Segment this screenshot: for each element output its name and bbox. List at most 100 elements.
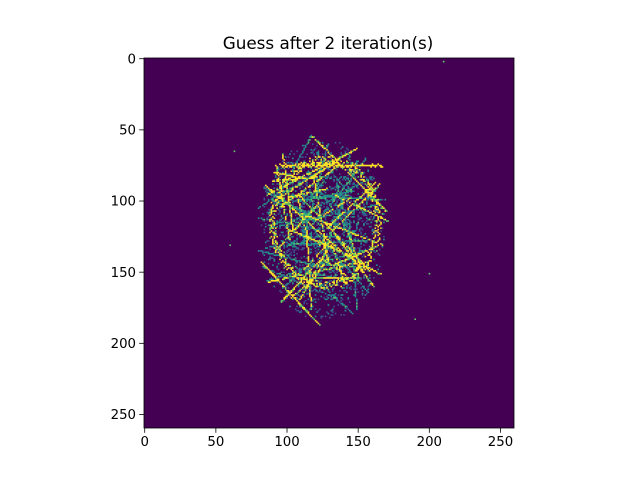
heatmap-cell: [293, 153, 296, 155]
heatmap-cell: [319, 288, 321, 291]
heatmap-cell: [276, 248, 278, 251]
heatmap-cell: [331, 284, 334, 286]
heatmap-cell: [333, 178, 335, 181]
heatmap-cell: [269, 245, 274, 248]
heatmap-cell: [317, 272, 320, 275]
heatmap-cell: [383, 218, 385, 221]
heatmap-cell: [280, 206, 286, 208]
heatmap-cell: [297, 171, 300, 174]
heatmap-cell: [323, 147, 327, 150]
heatmap-cell: [280, 190, 284, 192]
heatmap-cell: [320, 295, 323, 298]
heatmap-cell: [326, 247, 328, 249]
heatmap-cell: [279, 211, 281, 214]
heatmap-cell: [361, 238, 364, 241]
heatmap-cell: [343, 223, 347, 225]
heatmap-cell: [371, 241, 374, 244]
heatmap-cell: [309, 278, 314, 281]
heatmap-cell: [310, 217, 313, 219]
heatmap-cell: [331, 288, 334, 291]
x-tick-label: 50: [207, 435, 224, 450]
heatmap-cell: [316, 177, 318, 180]
heatmap-cell: [297, 211, 301, 214]
heatmap-cell: [273, 223, 276, 225]
heatmap-cell: [356, 207, 358, 210]
heatmap-cell: [330, 254, 334, 256]
heatmap-cell: [354, 166, 357, 168]
heatmap-cell: [333, 264, 335, 266]
heatmap-cell: [301, 186, 304, 188]
heatmap-cell: [316, 284, 318, 286]
heatmap-cell: [341, 207, 344, 210]
heatmap-cell: [301, 218, 306, 221]
heatmap-cell: [358, 211, 361, 214]
heatmap-cell: [356, 170, 358, 173]
heatmap-cell: [338, 186, 341, 188]
heatmap-cell: [347, 262, 350, 265]
heatmap-cell: [337, 304, 340, 306]
heatmap-cell: [374, 233, 377, 235]
heatmap-cell: [344, 261, 347, 264]
heatmap-cell: [316, 180, 318, 182]
heatmap-cell: [334, 233, 337, 235]
heatmap-cell: [366, 178, 370, 181]
heatmap-cell: [272, 210, 274, 212]
heatmap-cell: [348, 173, 351, 175]
heatmap-cell: [334, 157, 337, 160]
heatmap-cell: [279, 171, 281, 174]
heatmap-cell: [363, 176, 365, 178]
heatmap-cell: [320, 258, 324, 261]
heatmap-cell: [344, 258, 348, 261]
heatmap-cell: [353, 238, 357, 241]
heatmap-cell: [284, 241, 287, 244]
heatmap-cell: [336, 281, 338, 284]
heatmap-cell: [327, 244, 330, 247]
heatmap-cell: [287, 201, 290, 204]
heatmap-cell: [321, 227, 324, 229]
heatmap-cell: [307, 238, 310, 241]
heatmap-cell: [299, 154, 301, 157]
heatmap-cell: [327, 245, 334, 248]
heatmap-cell: [370, 247, 372, 249]
heatmap-cell: [373, 210, 375, 212]
heatmap-cell: [338, 270, 343, 272]
heatmap-cell: [341, 241, 344, 244]
heatmap-cell: [347, 278, 350, 281]
heatmap-cell: [310, 218, 313, 221]
heatmap-cell: [334, 159, 340, 161]
heatmap-cell: [296, 150, 298, 153]
heatmap-cell: [357, 169, 360, 171]
heatmap-cell: [310, 289, 314, 292]
heatmap-cell: [300, 190, 304, 192]
heatmap-cell: [301, 163, 306, 165]
heatmap-cell: [267, 187, 270, 190]
heatmap-cell: [274, 196, 277, 198]
heatmap-cell: [350, 244, 352, 247]
heatmap-cell: [262, 204, 264, 207]
heatmap-cell: [273, 260, 276, 262]
heatmap-cell: [344, 278, 347, 281]
heatmap-cell: [347, 198, 350, 201]
heatmap-cell: [348, 301, 351, 303]
heatmap-cell: [348, 171, 351, 174]
heatmap-cell: [333, 176, 335, 178]
heatmap-cell: [354, 270, 358, 272]
heatmap-cell: [313, 233, 315, 235]
heatmap-cell: [263, 203, 267, 205]
heatmap-cell: [286, 244, 288, 247]
heatmap-cell: [378, 210, 381, 212]
heatmap-cell: [350, 178, 352, 181]
heatmap-cell: [316, 255, 318, 258]
heatmap-cell: [357, 238, 360, 241]
heatmap-cell: [306, 153, 308, 155]
heatmap-cell: [348, 248, 351, 251]
heatmap-cell: [272, 194, 274, 197]
heatmap-cell: [277, 262, 280, 265]
heatmap-cell: [280, 240, 284, 242]
heatmap-cell: [323, 215, 325, 218]
heatmap-cell: [348, 270, 351, 272]
heatmap-cell: [330, 210, 333, 212]
heatmap-cell: [360, 201, 362, 204]
heatmap-cell: [347, 190, 351, 192]
heatmap-cell: [324, 248, 328, 251]
